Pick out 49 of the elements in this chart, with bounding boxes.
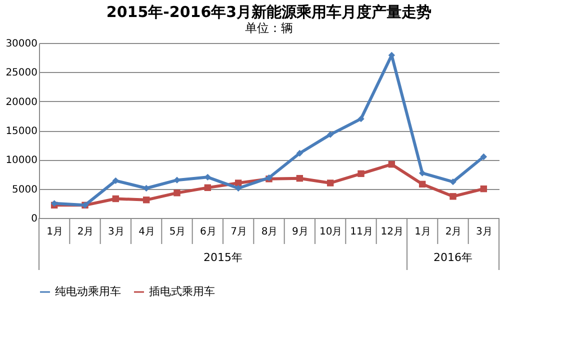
x-tick-label: 12月 [380,226,404,238]
x-tick-label: 3月 [108,226,124,238]
point [142,196,150,204]
y-tick-label: 20000 [6,96,38,108]
x-tick-label: 8月 [261,226,278,238]
x-tick-label: 10月 [319,226,342,238]
x-tick-label: 6月 [200,226,216,238]
x-tick-label: 3月 [476,226,492,238]
y-tick-label: 30000 [6,38,38,50]
x-tick-label: 4月 [138,226,156,238]
point [174,176,180,184]
chart-subtitle: 单位：辆 [245,21,293,35]
point [326,131,334,138]
x-tick-label: 9月 [292,226,308,238]
text: 2015年 [204,251,242,264]
x-tick-label: 2月 [445,226,462,238]
point [358,115,364,122]
text: 2016年 [434,251,472,264]
point [174,190,180,196]
x-tick-label: 5月 [169,226,186,238]
point [480,153,488,160]
point [388,160,396,168]
y-tick-label: 0 [31,214,38,224]
point [296,150,304,157]
point [296,174,304,182]
chart-title: 2015年-2016年3月新能源乘用车月度产量走势 [106,3,432,21]
point [450,193,456,200]
x-tick-label: 1月 [414,226,432,238]
point [358,170,364,178]
x-tick-label: 7月 [230,226,248,238]
y-tick-label: 15000 [6,126,38,137]
point [450,178,456,186]
point [418,180,426,188]
point [234,184,242,192]
x-tick-label: 1月 [46,226,64,238]
point [204,184,212,192]
point [142,184,150,192]
legend-label: 插电式乘用车 [149,285,215,298]
point [418,170,426,176]
point [112,177,120,184]
x-tick-label: 2月 [77,226,94,238]
point [112,195,120,202]
y-tick-label: 10000 [6,155,38,166]
y-tick-label: 5000 [12,184,38,196]
point [326,180,334,186]
y-tick-label: 25000 [6,68,38,79]
point [480,185,488,192]
x-tick-label: 11月 [350,226,373,238]
legend-label: 纯电动乘用车 [55,285,121,298]
